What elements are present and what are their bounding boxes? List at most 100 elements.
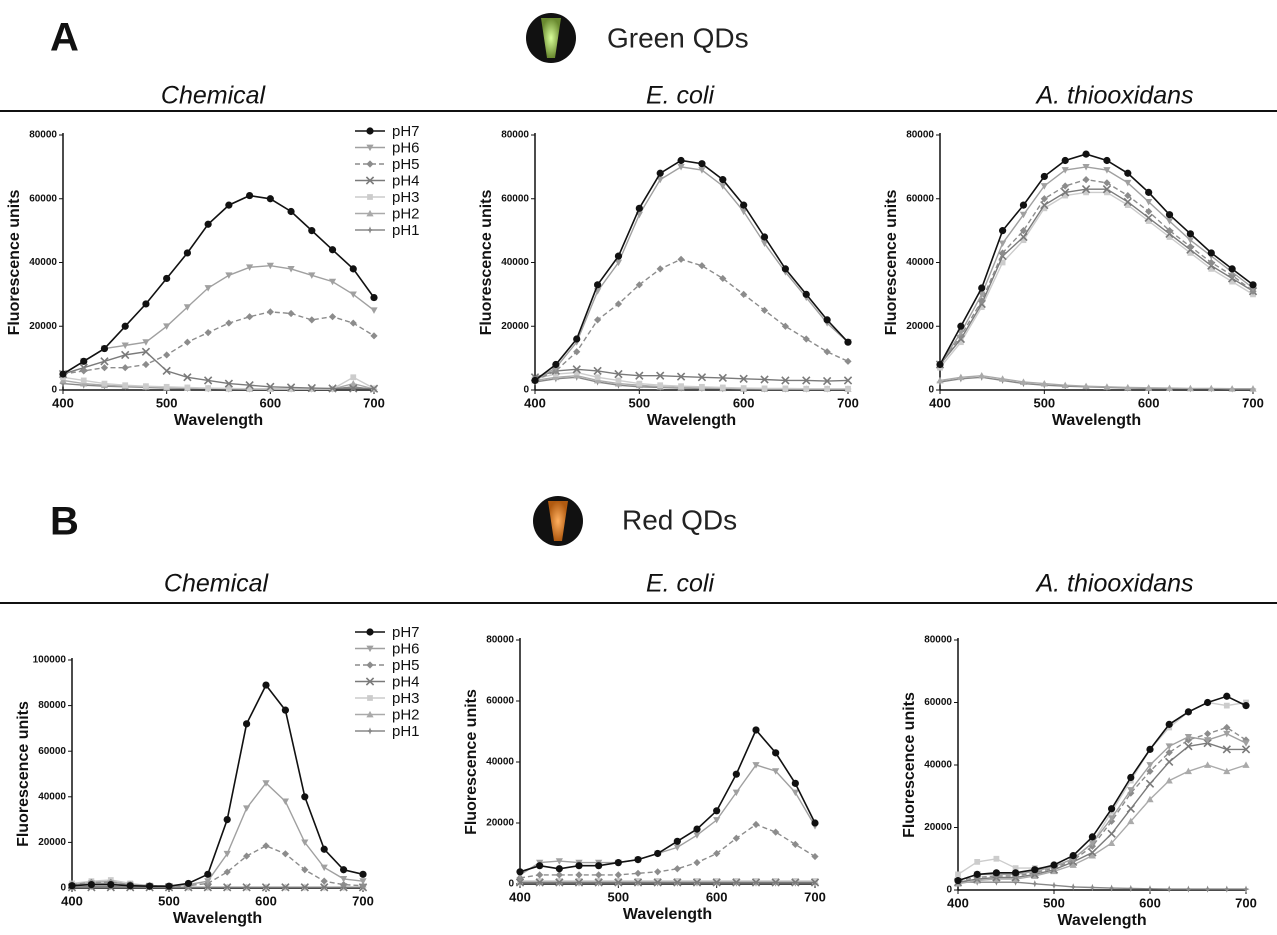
data-point xyxy=(365,176,375,185)
data-point xyxy=(1165,743,1173,750)
y-tick-label: 20000 xyxy=(924,822,952,833)
legend-label: pH4 xyxy=(392,673,420,690)
data-point xyxy=(80,367,88,375)
data-point xyxy=(1184,733,1192,741)
data-point xyxy=(635,204,643,212)
data-point xyxy=(1228,385,1236,392)
legend-label: pH5 xyxy=(392,156,420,173)
data-point xyxy=(223,850,231,858)
data-point xyxy=(262,842,270,850)
data-point xyxy=(223,816,231,824)
x-tick-label: 500 xyxy=(1043,895,1065,910)
data-point xyxy=(266,195,274,203)
data-point xyxy=(1204,737,1212,744)
data-point xyxy=(328,278,337,286)
data-point xyxy=(791,840,799,848)
data-point xyxy=(760,233,769,241)
y-tick-label: 60000 xyxy=(486,696,514,707)
data-point xyxy=(636,380,643,387)
data-point xyxy=(308,227,316,235)
data-point xyxy=(359,882,367,890)
data-point xyxy=(1040,183,1048,190)
data-point xyxy=(183,373,192,382)
x-axis-label: Wavelength xyxy=(623,906,712,923)
data-point xyxy=(654,868,662,876)
legend-label: pH7 xyxy=(392,123,420,140)
data-point xyxy=(614,300,623,308)
data-point xyxy=(536,862,544,870)
series-line xyxy=(62,264,375,375)
legend-label: pH4 xyxy=(392,172,420,189)
data-point xyxy=(1165,227,1174,235)
data-point xyxy=(633,878,643,887)
x-tick-label: 400 xyxy=(509,889,531,904)
data-point xyxy=(349,380,357,387)
data-point xyxy=(146,882,154,890)
data-point xyxy=(712,878,721,887)
data-point xyxy=(205,385,212,391)
y-tick-label: 20000 xyxy=(29,321,57,332)
data-point xyxy=(142,360,150,369)
data-point xyxy=(224,379,234,388)
data-point xyxy=(614,878,623,887)
x-tick-label: 500 xyxy=(607,889,629,904)
data-point xyxy=(1108,884,1116,892)
panel-label: B xyxy=(50,500,79,544)
data-point xyxy=(366,160,374,168)
panel-label: A xyxy=(50,16,79,60)
y-axis-label: Fluorescence units xyxy=(15,701,32,847)
data-point xyxy=(121,342,129,349)
data-point xyxy=(1186,230,1194,238)
data-point xyxy=(993,855,1000,862)
data-point xyxy=(594,281,602,289)
data-point xyxy=(1124,179,1132,187)
data-point xyxy=(1108,815,1116,822)
series-line xyxy=(62,194,375,375)
data-point xyxy=(713,807,721,815)
data-point xyxy=(245,381,254,390)
data-point xyxy=(1242,740,1250,747)
series-line xyxy=(939,166,1254,365)
data-point xyxy=(760,375,769,384)
data-point xyxy=(614,259,623,267)
data-point xyxy=(162,366,171,376)
data-point xyxy=(1242,885,1250,893)
legend-label: pH1 xyxy=(392,723,420,740)
data-point xyxy=(1222,745,1231,754)
data-point xyxy=(719,176,727,184)
data-point xyxy=(811,819,819,827)
data-point xyxy=(349,265,357,273)
y-axis-label: Fluorescence units xyxy=(901,692,918,838)
data-point xyxy=(760,306,769,314)
data-point xyxy=(719,274,727,283)
data-point xyxy=(183,249,191,257)
data-point xyxy=(204,220,212,228)
data-point xyxy=(992,878,1000,886)
data-point xyxy=(1249,281,1257,289)
series-line xyxy=(534,371,848,390)
data-point xyxy=(1165,384,1174,391)
y-axis-label: Fluorescence units xyxy=(6,189,23,335)
data-point xyxy=(595,871,603,879)
data-point xyxy=(183,338,191,346)
data-point xyxy=(740,290,748,298)
data-point xyxy=(1249,385,1257,392)
data-point xyxy=(845,385,851,392)
data-point xyxy=(1207,258,1215,267)
data-point xyxy=(328,313,337,321)
data-point xyxy=(771,878,780,887)
data-point xyxy=(657,382,664,389)
data-point xyxy=(673,865,681,873)
data-point xyxy=(300,883,309,892)
data-point xyxy=(1107,829,1116,838)
y-tick-label: 0 xyxy=(51,385,57,396)
data-point xyxy=(936,376,944,384)
data-point xyxy=(121,322,129,330)
data-point xyxy=(1019,227,1028,235)
data-point xyxy=(1019,201,1028,209)
data-point xyxy=(791,779,799,787)
data-point xyxy=(957,329,965,337)
x-tick-label: 400 xyxy=(947,895,969,910)
y-tick-label: 20000 xyxy=(501,321,529,332)
data-point xyxy=(1019,232,1028,242)
